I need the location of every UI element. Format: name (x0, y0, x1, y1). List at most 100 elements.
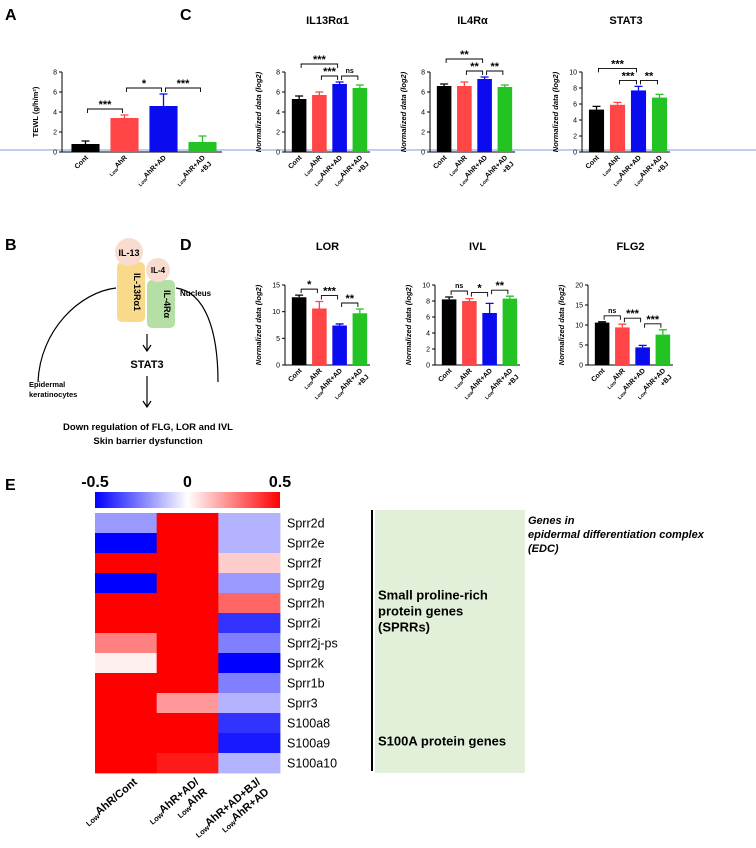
significance-label: ** (460, 49, 469, 61)
group-label: S100A protein genes (378, 734, 506, 749)
y-tick-label: 8 (426, 299, 430, 306)
error-bar (480, 76, 489, 79)
diagram: B IL-13 IL-4 IL-13Rα1 IL-4Rα Nucleus STA… (5, 237, 233, 447)
label-subscript: Low (602, 167, 613, 178)
bar (436, 86, 452, 152)
error-bar (315, 300, 324, 309)
note: (EDC) (528, 543, 559, 555)
error-bar (618, 323, 627, 328)
significance-label: *** (99, 99, 113, 111)
colorbar (95, 492, 280, 508)
significance-label: ns (455, 283, 463, 290)
significance-label: * (477, 283, 482, 295)
y-tick-label: 8 (53, 70, 57, 77)
x-tick-label: LowAhR (107, 154, 131, 178)
label-line: Cont (432, 154, 449, 171)
error-bar (440, 83, 449, 86)
heatmap-cell (156, 673, 219, 694)
bar (110, 118, 139, 152)
heatmap-cell (156, 613, 219, 634)
significance-label: ** (645, 70, 654, 82)
heatmap-cell (95, 573, 158, 594)
heatmap-cell (95, 713, 158, 734)
label-line: AhR (454, 154, 469, 169)
heatmap-cell (218, 633, 281, 654)
heatmap-cell (95, 613, 158, 634)
colorbar-tick-label: -0.5 (81, 474, 109, 491)
note: epidermal differentiation complex (528, 529, 705, 541)
significance-bracket (445, 58, 484, 63)
error-bar (335, 323, 344, 326)
cell-label: keratinocytes (29, 390, 77, 399)
y-tick-label: 20 (575, 283, 583, 290)
row-label: Sprr2j-ps (287, 637, 338, 651)
colorbar-tick-label: 0 (183, 474, 192, 491)
y-tick-label: 4 (573, 118, 577, 125)
bar (477, 79, 492, 152)
label-line: Cont (287, 367, 304, 384)
bar (609, 104, 626, 152)
bar (332, 84, 347, 152)
row-label: S100a8 (287, 717, 330, 731)
y-tick-label: 6 (426, 315, 430, 322)
ligand (146, 258, 170, 282)
y-tick-label: 4 (276, 110, 280, 117)
error-bar (315, 91, 324, 95)
label-subscript: Low (613, 177, 624, 188)
group-label: protein genes (378, 604, 463, 619)
receptor (117, 262, 145, 322)
y-tick-label: 4 (426, 331, 430, 338)
y-tick-label: 0 (579, 363, 583, 370)
bar (651, 97, 668, 152)
significance-label: ns (608, 308, 616, 315)
y-tick-label: 2 (53, 130, 57, 137)
bar (149, 106, 178, 152)
bar (352, 88, 368, 152)
heatmap-cell (95, 633, 158, 654)
x-tick-label: Cont (432, 154, 449, 171)
y-tick-label: 0 (573, 150, 577, 157)
heatmap-cell (218, 573, 281, 594)
y-tick-label: 5 (276, 336, 280, 343)
label-subscript: Low (637, 390, 648, 401)
group-label: Small proline-rich (378, 588, 488, 603)
heatmap-cell (218, 533, 281, 554)
label-subscript: Low (449, 167, 460, 178)
bar (615, 327, 630, 365)
heatmap-cell (218, 753, 281, 774)
heatmap-cell (95, 753, 158, 774)
label-line: AhR (309, 154, 324, 169)
bar (482, 313, 497, 365)
significance-label: ** (470, 61, 479, 73)
label-subscript: Low (459, 177, 470, 188)
significance-label: * (307, 279, 312, 291)
heatmap-cell (95, 673, 158, 694)
y-tick-label: 4 (421, 110, 425, 117)
y-tick-label: 10 (569, 70, 577, 77)
bar (655, 334, 671, 365)
panel-letter: E (5, 477, 16, 494)
bar (332, 325, 347, 365)
label-subscript: Low (314, 177, 325, 188)
label-subscript: Low (177, 177, 188, 188)
panel-letter: B (5, 237, 17, 254)
significance-bracket (598, 67, 637, 73)
label-subscript: Low (634, 177, 645, 188)
significance-bracket (126, 87, 162, 92)
error-bar (658, 329, 667, 335)
significance-label: ** (490, 61, 499, 73)
row-label: Sprr2e (287, 537, 325, 551)
bar (291, 99, 307, 152)
receptor-label: IL-4Rα (162, 290, 172, 319)
row-label: Sprr2i (287, 617, 320, 631)
heatmap-cell (218, 733, 281, 754)
row-label: Sprr2h (287, 597, 325, 611)
label-line: AhR/Cont (93, 776, 140, 818)
label-subscript: Low (607, 380, 618, 391)
y-tick-label: 2 (426, 347, 430, 354)
significance-label: *** (323, 286, 337, 298)
significance-label: *** (313, 54, 327, 66)
label-line: Cont (437, 367, 454, 384)
bar (635, 347, 650, 365)
label-subscript: Low (484, 390, 495, 401)
